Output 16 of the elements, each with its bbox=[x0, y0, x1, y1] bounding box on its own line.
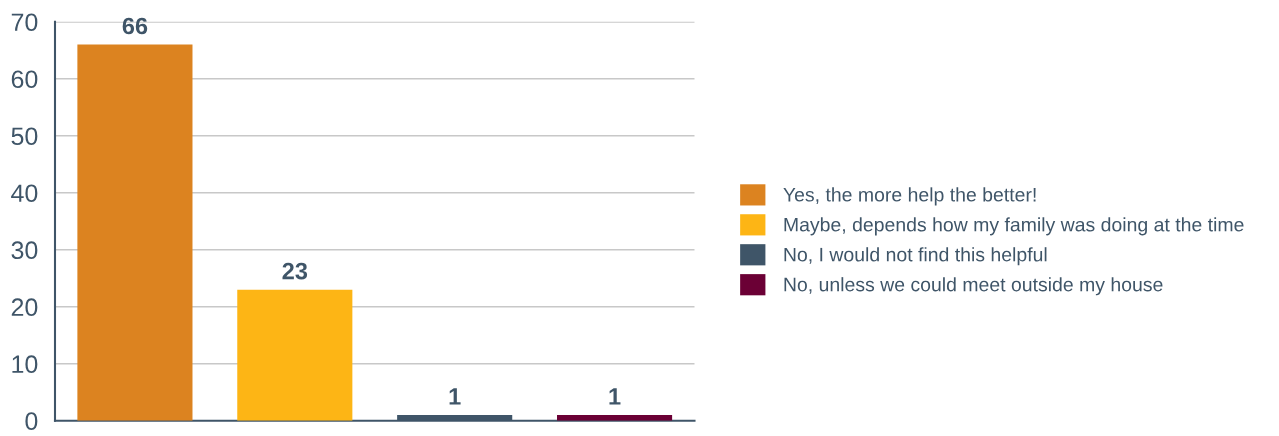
y-tick-label: 50 bbox=[11, 127, 38, 146]
y-tick-label: 60 bbox=[11, 70, 38, 89]
y-tick-label: 10 bbox=[12, 355, 38, 374]
data-label: 1 bbox=[449, 388, 461, 405]
y-tick-label: 40 bbox=[11, 184, 38, 203]
data-label: 66 bbox=[122, 17, 148, 35]
y-tick-label: 70 bbox=[11, 13, 38, 32]
data-label: 1 bbox=[609, 388, 621, 405]
y-tick-label: 20 bbox=[11, 298, 38, 317]
data-label: 23 bbox=[282, 262, 308, 280]
legend-label: Maybe, depends how my family was doing at the time bbox=[784, 217, 1244, 236]
y-tick-label: 30 bbox=[11, 241, 38, 260]
legend-label: No, unless we could meet outside my house bbox=[784, 277, 1163, 296]
legend-label: Yes, the more help the better! bbox=[783, 187, 1036, 206]
legend-label: No, I would not find this helpful bbox=[784, 247, 1047, 266]
y-tick-label: 0 bbox=[25, 412, 38, 431]
